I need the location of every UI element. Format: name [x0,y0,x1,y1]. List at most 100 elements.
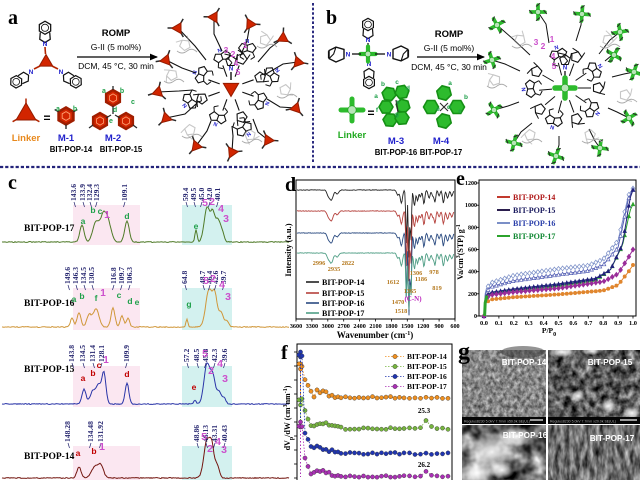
svg-text:=: = [367,106,374,120]
svg-text:1200: 1200 [417,323,429,330]
svg-text:b: b [464,94,468,101]
svg-text:1: 1 [243,40,248,50]
svg-text:49.5: 49.5 [189,188,198,201]
svg-text:d: d [406,85,410,92]
svg-text:45.8: 45.8 [201,349,210,362]
svg-text:3: 3 [534,37,539,47]
svg-text:978: 978 [429,269,438,276]
svg-text:2: 2 [541,41,546,51]
svg-text:2: 2 [207,443,213,455]
svg-text:2: 2 [210,273,216,285]
svg-text:5: 5 [201,431,207,443]
svg-text:a: a [81,216,86,226]
svg-text:N: N [521,87,527,92]
svg-text:BIT-POP-14: BIT-POP-14 [322,278,364,287]
svg-text:N: N [387,52,392,59]
svg-text:BIT-POP-14: BIT-POP-14 [24,452,75,462]
svg-text:a: a [102,88,106,95]
svg-text:BIT-POP-16: BIT-POP-16 [24,299,75,309]
svg-text:3600: 3600 [290,323,302,330]
svg-text:d: d [285,174,296,196]
svg-text:1365: 1365 [404,288,417,295]
svg-text:132.4: 132.4 [85,184,94,201]
svg-text:2: 2 [208,365,214,377]
svg-text:57.2: 57.2 [182,349,191,362]
svg-text:f: f [95,293,98,303]
svg-text:5: 5 [202,348,208,360]
svg-text:c: c [117,290,122,300]
svg-text:43.31: 43.31 [210,425,219,442]
svg-text:M-3: M-3 [388,136,404,147]
svg-text:e: e [194,221,199,231]
svg-text:N: N [273,67,280,74]
svg-text:b: b [73,106,77,113]
svg-text:BIT-POP-15: BIT-POP-15 [24,365,75,375]
svg-text:c: c [458,108,462,115]
svg-text:1: 1 [550,34,555,44]
svg-text:143.8: 143.8 [67,345,76,362]
svg-text:BIT-POP-17: BIT-POP-17 [590,434,635,443]
svg-text:a: a [374,93,378,100]
svg-text:c: c [98,206,103,216]
svg-text:42.6: 42.6 [211,271,220,284]
svg-text:a: a [76,448,81,458]
svg-text:N: N [550,123,555,130]
svg-text:BIT-POP-16: BIT-POP-16 [375,148,418,157]
svg-text:0.9: 0.9 [614,320,622,327]
svg-text:a: a [81,373,86,383]
svg-text:b: b [91,446,96,456]
svg-text:4: 4 [218,203,224,215]
svg-text:N: N [263,100,270,106]
svg-text:BIT-POP-17: BIT-POP-17 [513,232,555,241]
svg-text:48.7: 48.7 [198,271,207,284]
svg-text:0.2: 0.2 [510,320,518,327]
svg-text:d: d [127,296,132,306]
svg-text:N: N [563,66,567,72]
svg-text:BIT-POP-16: BIT-POP-16 [407,372,447,381]
svg-text:N: N [229,67,233,73]
svg-text:149.6: 149.6 [63,267,72,284]
svg-text:4: 4 [551,51,556,61]
svg-text:200: 200 [468,292,477,298]
svg-text:G-II (5 mol%): G-II (5 mol%) [91,42,142,52]
svg-text:ROMP: ROMP [435,29,464,40]
svg-text:Va/cm3(STP) g-1: Va/cm3(STP) g-1 [456,224,465,279]
svg-text:48.5: 48.5 [192,349,201,362]
svg-text:b: b [326,7,337,29]
svg-text:e: e [456,168,465,190]
svg-text:d: d [124,369,129,379]
svg-text:Linker: Linker [12,133,41,144]
svg-text:N: N [217,48,223,55]
svg-text:4: 4 [234,58,239,68]
svg-text:N: N [182,102,189,109]
svg-text:1000: 1000 [465,203,477,209]
svg-text:42.0: 42.0 [205,188,214,201]
svg-text:1612: 1612 [387,279,400,286]
svg-text:4: 4 [217,358,223,370]
svg-text:106.3: 106.3 [125,267,134,284]
svg-text:b: b [90,205,95,215]
svg-text:f: f [376,107,379,114]
svg-text:1: 1 [103,355,109,366]
svg-text:0: 0 [474,314,477,320]
svg-text:1200: 1200 [465,181,477,187]
svg-text:N: N [43,41,48,48]
svg-text:ROMP: ROMP [102,28,131,39]
svg-text:c: c [8,172,17,194]
svg-text:d: d [124,211,129,221]
svg-text:2700: 2700 [338,323,350,330]
svg-text:4: 4 [219,279,225,291]
svg-text:BIT-POP-15: BIT-POP-15 [588,358,633,367]
svg-text:M-4: M-4 [433,136,450,147]
svg-text:40.43: 40.43 [220,425,229,442]
svg-text:e: e [192,382,197,392]
svg-text:3: 3 [221,444,227,456]
svg-text:4: 4 [215,436,221,448]
svg-text:b: b [381,81,385,88]
svg-text:800: 800 [468,225,477,231]
svg-text:BIT-POP-14: BIT-POP-14 [513,193,555,202]
svg-text:143.6: 143.6 [69,184,78,201]
svg-text:Wavenumber (cm-1): Wavenumber (cm-1) [337,330,414,340]
svg-text:BIT-POP-17: BIT-POP-17 [24,224,75,234]
svg-text:e: e [109,118,113,125]
